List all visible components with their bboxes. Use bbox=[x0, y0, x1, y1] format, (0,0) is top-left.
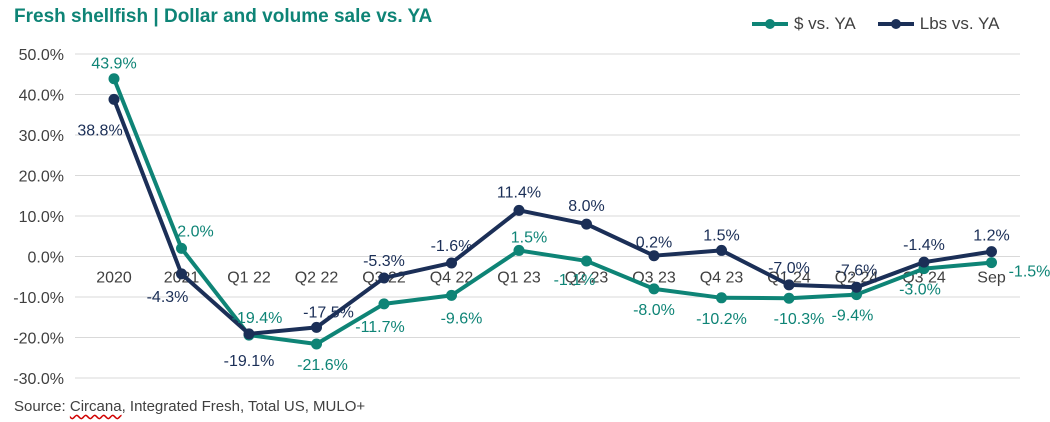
data-label-lbs: 38.8% bbox=[77, 122, 122, 139]
legend-label-dollar: $ vs. YA bbox=[794, 14, 856, 33]
data-point-lbs bbox=[243, 328, 255, 340]
x-tick-label: Q4 23 bbox=[700, 270, 744, 287]
data-label-dollar: -9.6% bbox=[441, 310, 483, 327]
x-tick-label: Q2 22 bbox=[295, 270, 339, 287]
data-point-lbs bbox=[108, 93, 120, 105]
y-tick-label: 0.0% bbox=[28, 250, 64, 267]
x-tick-label: 2020 bbox=[96, 270, 132, 287]
data-point-dollar bbox=[783, 292, 795, 304]
data-point-lbs bbox=[513, 204, 525, 216]
data-label-dollar: -1.5% bbox=[1009, 264, 1050, 281]
data-label-dollar: -11.7% bbox=[355, 319, 405, 336]
data-label-lbs: 1.5% bbox=[703, 227, 739, 244]
source-text: Source: Circana, Integrated Fresh, Total… bbox=[14, 398, 366, 415]
data-label-lbs: -7.6% bbox=[836, 262, 878, 279]
source-circana: Circana bbox=[69, 398, 122, 415]
chart-title: Fresh shellfish | Dollar and volume sale… bbox=[14, 6, 433, 27]
series-line-dollar bbox=[112, 76, 994, 346]
data-point-lbs bbox=[851, 281, 862, 293]
data-label-lbs: -17.5% bbox=[303, 304, 354, 321]
y-tick-label: -10.0% bbox=[13, 290, 64, 307]
data-point-lbs bbox=[311, 321, 322, 333]
data-point-lbs bbox=[783, 279, 795, 291]
data-point-dollar bbox=[648, 283, 660, 295]
data-label-dollar: -10.2% bbox=[696, 311, 747, 328]
legend-item-dollar: $ vs. YA bbox=[752, 14, 856, 34]
data-point-lbs bbox=[378, 272, 390, 284]
data-point-lbs bbox=[918, 256, 930, 268]
data-point-dollar bbox=[176, 242, 187, 254]
data-point-lbs bbox=[581, 218, 592, 230]
data-label-dollar: -3.0% bbox=[899, 282, 941, 299]
data-label-lbs: -1.6% bbox=[431, 238, 473, 255]
legend-item-lbs: Lbs vs. YA bbox=[877, 14, 1000, 34]
x-tick-label: Sep bbox=[977, 270, 1006, 287]
data-point-lbs bbox=[446, 257, 457, 269]
source-note: Source: Circana, Integrated Fresh, Total… bbox=[14, 398, 365, 415]
data-label-dollar: 2.0% bbox=[177, 223, 213, 240]
data-point-dollar bbox=[108, 73, 120, 85]
data-point-lbs bbox=[986, 246, 997, 258]
series-line-lbs bbox=[112, 97, 994, 336]
data-label-lbs: -5.3% bbox=[363, 253, 405, 270]
legend-marker-lbs bbox=[877, 19, 914, 29]
data-label-lbs: -4.3% bbox=[147, 289, 189, 306]
data-label-lbs: -1.4% bbox=[903, 237, 945, 254]
data-label-lbs: 0.2% bbox=[636, 235, 672, 252]
y-tick-label: -20.0% bbox=[13, 331, 64, 348]
data-point-dollar bbox=[986, 257, 997, 269]
y-tick-label: -30.0% bbox=[13, 371, 64, 388]
y-tick-label: 50.0% bbox=[19, 47, 64, 64]
data-label-dollar: 1.5% bbox=[511, 229, 547, 246]
data-label-lbs: 1.2% bbox=[973, 228, 1009, 245]
x-tick-label: Q4 22 bbox=[430, 270, 474, 287]
data-label-lbs: -19.1% bbox=[224, 353, 275, 370]
legend-marker-dollar bbox=[752, 19, 788, 29]
data-point-dollar bbox=[513, 244, 525, 256]
data-point-lbs bbox=[648, 250, 660, 262]
data-label-dollar: 43.9% bbox=[91, 56, 136, 73]
y-tick-label: 20.0% bbox=[19, 169, 64, 186]
x-tick-label: Q1 22 bbox=[227, 270, 271, 287]
x-tick-label: Q2 23 bbox=[565, 270, 609, 287]
data-point-dollar bbox=[581, 255, 592, 267]
data-label-dollar: -10.3% bbox=[774, 311, 825, 328]
y-tick-label: 30.0% bbox=[19, 128, 64, 145]
data-point-lbs bbox=[716, 244, 727, 256]
data-label-dollar: -19.4% bbox=[232, 310, 283, 327]
data-label-dollar: -9.4% bbox=[832, 308, 874, 325]
data-label-lbs: 8.0% bbox=[568, 198, 604, 215]
data-label-dollar: -8.0% bbox=[633, 302, 675, 319]
data-point-dollar bbox=[378, 298, 390, 310]
y-tick-label: 10.0% bbox=[19, 209, 64, 226]
data-label-dollar: -21.6% bbox=[297, 357, 348, 374]
chart-legend: $ vs. YA Lbs vs. YA bbox=[752, 14, 999, 34]
y-tick-label: 40.0% bbox=[19, 88, 64, 105]
data-point-lbs bbox=[176, 268, 187, 280]
data-label-lbs: -7.0% bbox=[768, 260, 810, 277]
data-point-dollar bbox=[311, 338, 322, 350]
x-tick-label: Q1 24 bbox=[767, 270, 811, 287]
data-label-lbs: 11.4% bbox=[497, 184, 541, 201]
data-point-dollar bbox=[446, 289, 457, 301]
data-point-dollar bbox=[716, 292, 727, 304]
data-label-dollar: -1.1% bbox=[554, 272, 596, 289]
legend-label-lbs: Lbs vs. YA bbox=[919, 14, 1000, 33]
x-tick-label: Q1 23 bbox=[497, 270, 541, 287]
